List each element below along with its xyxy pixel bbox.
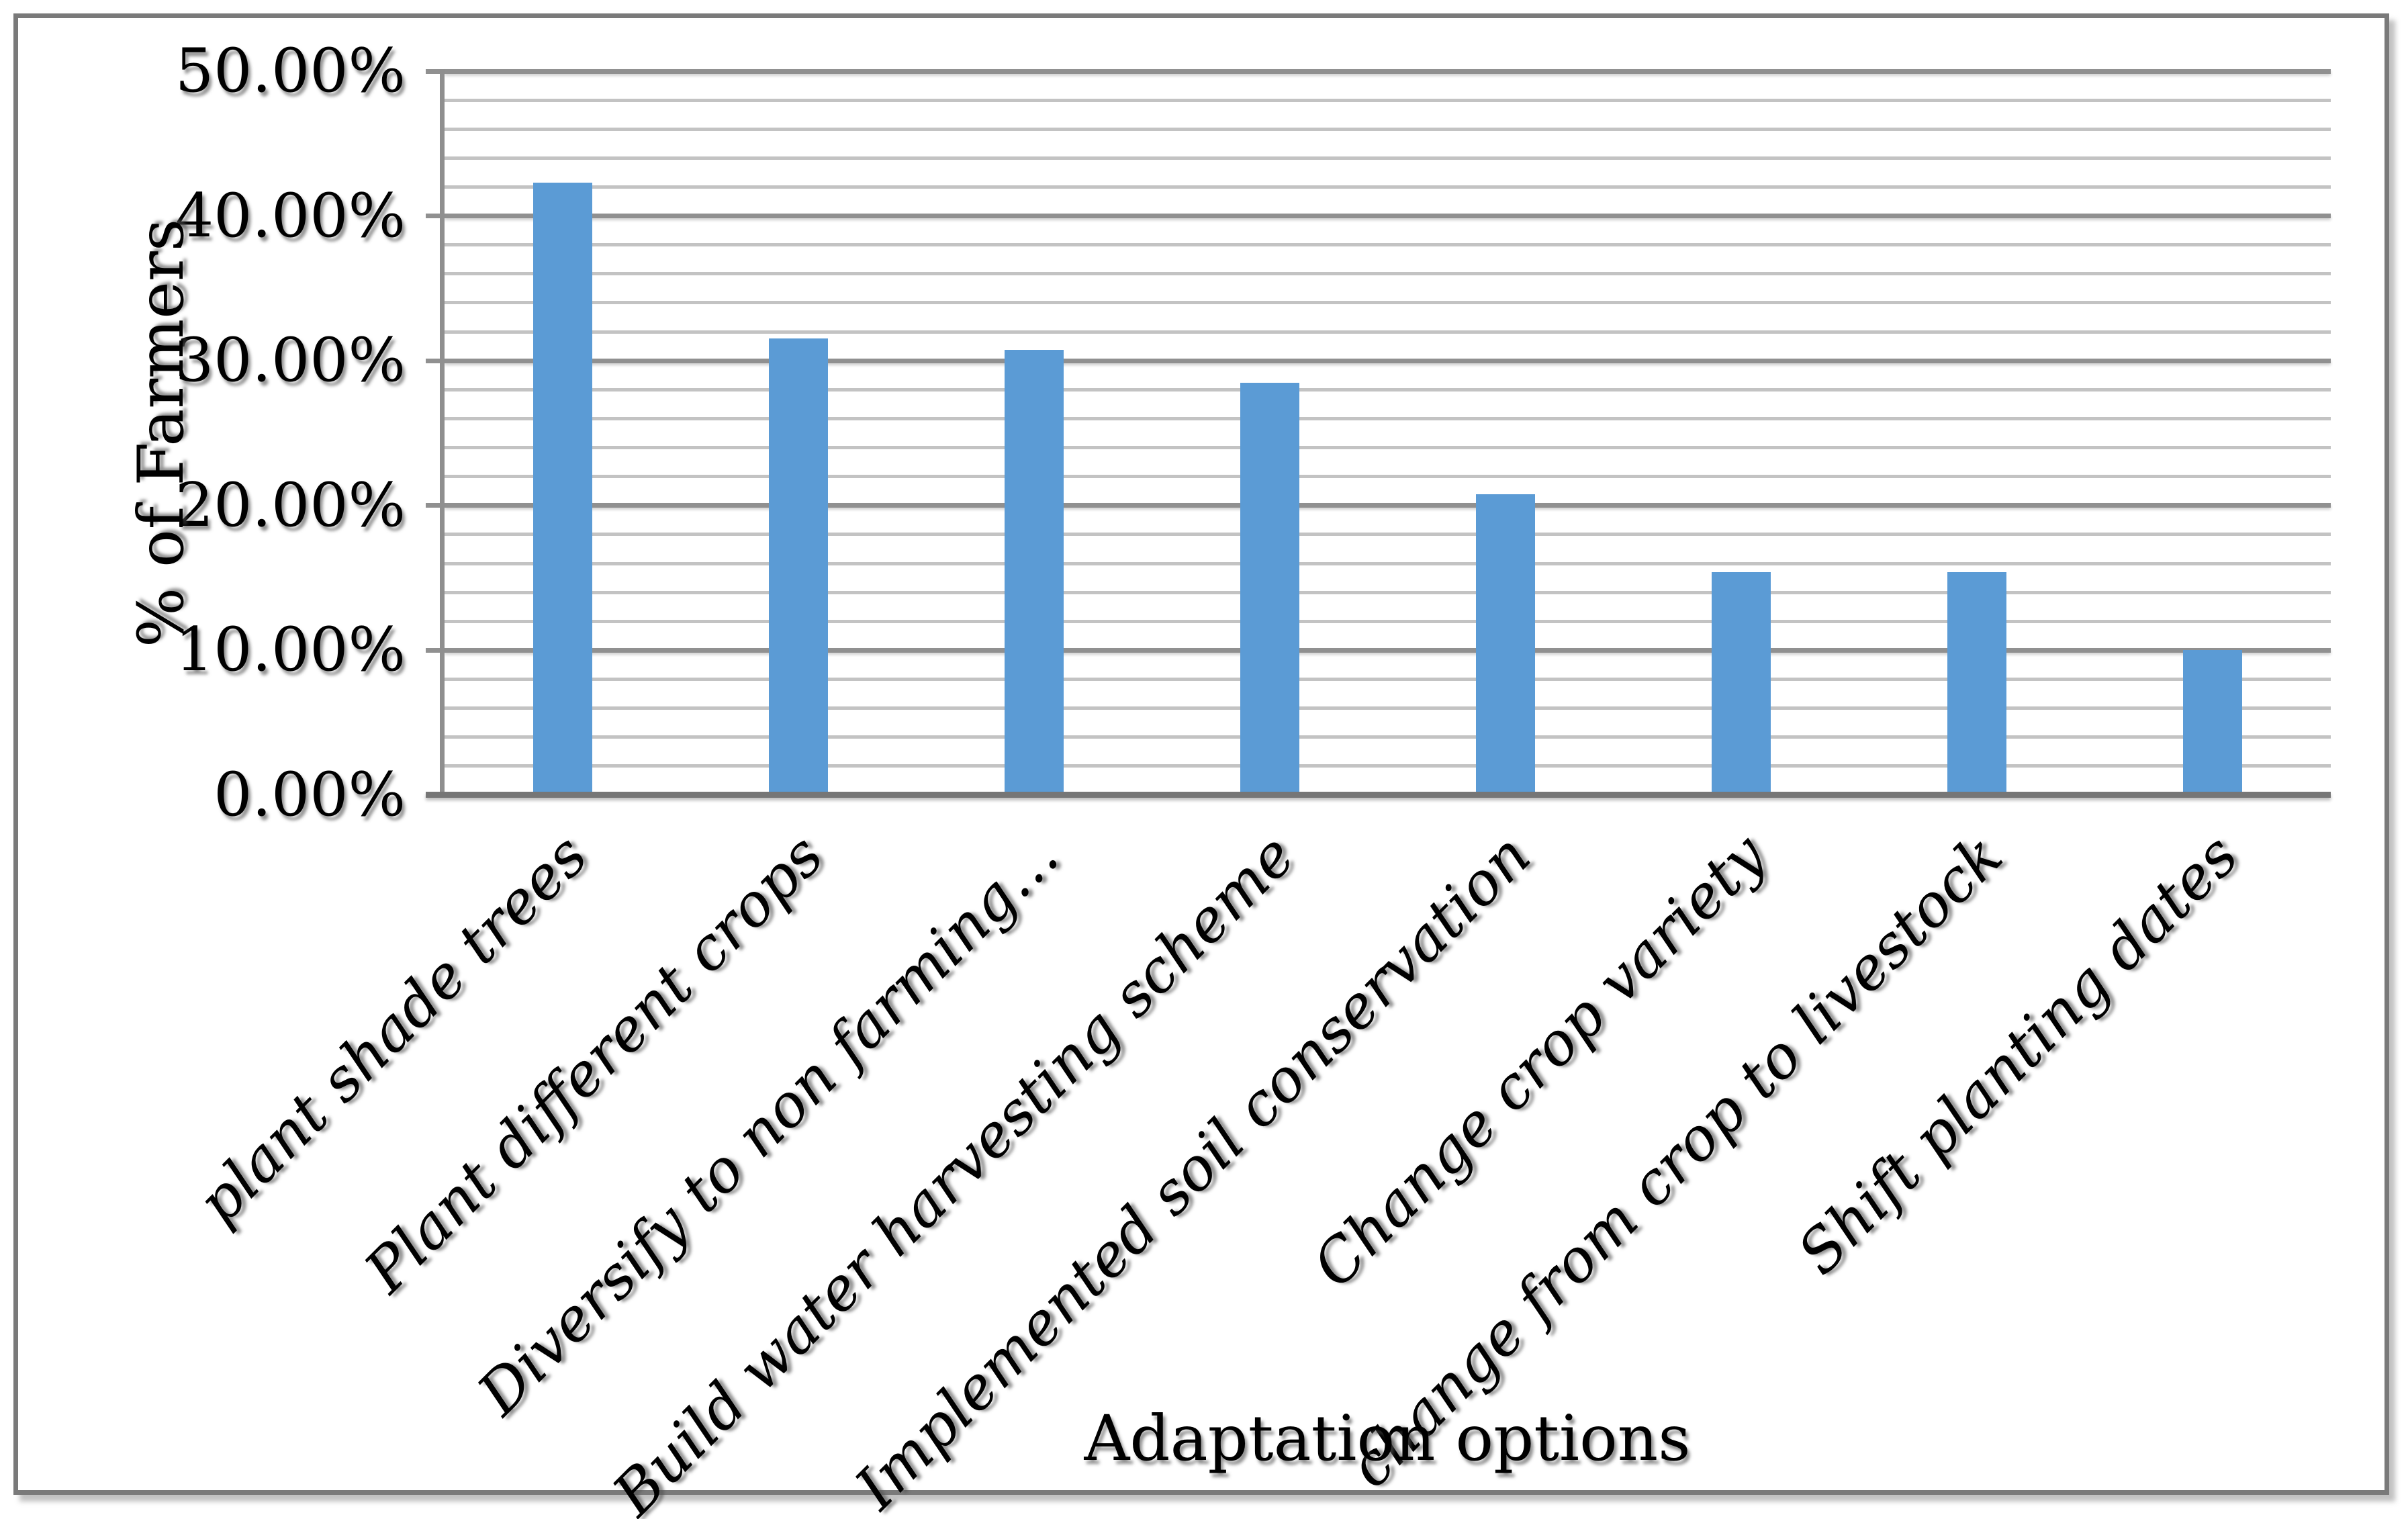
minor-gridline: [445, 706, 2331, 710]
minor-gridline: [445, 446, 2331, 450]
y-axis-tick-mark: [426, 503, 445, 508]
bar-6: [1712, 572, 1771, 795]
minor-gridline: [445, 272, 2331, 276]
minor-gridline: [445, 619, 2331, 623]
bar-8: [2183, 650, 2243, 795]
major-gridline: [445, 358, 2331, 363]
minor-gridline: [445, 533, 2331, 537]
bar-1: [532, 182, 592, 795]
minor-gridline: [445, 475, 2331, 479]
minor-gridline: [445, 301, 2331, 305]
y-axis-tick-mark: [426, 68, 445, 74]
y-tick-label: 10.00%: [175, 614, 406, 686]
y-tick-label: 0.00%: [214, 760, 406, 830]
minor-gridline: [445, 98, 2331, 102]
y-tick-label: 40.00%: [175, 180, 406, 251]
major-gridline: [445, 647, 2331, 653]
major-gridline: [445, 503, 2331, 508]
chart-border: [13, 13, 2389, 1495]
y-tick-label: 20.00%: [175, 469, 406, 541]
bar-7: [1947, 572, 2007, 795]
bar-3: [1004, 349, 1064, 795]
minor-gridline: [445, 561, 2331, 565]
y-axis-tick-mark: [426, 647, 445, 653]
y-axis-title: % of Farmers: [125, 218, 198, 648]
x-axis-baseline: [426, 792, 2331, 798]
minor-gridline: [445, 735, 2331, 739]
y-axis-tick-mark: [426, 214, 445, 219]
bar-4: [1240, 383, 1299, 795]
minor-gridline: [445, 156, 2331, 160]
y-axis-tick-mark: [426, 358, 445, 363]
minor-gridline: [445, 764, 2331, 768]
minor-gridline: [445, 416, 2331, 420]
plot-area: [426, 68, 2331, 798]
minor-gridline: [445, 678, 2331, 682]
y-tick-label: 50.00%: [175, 36, 406, 106]
y-axis-line: [440, 69, 445, 798]
minor-gridline: [445, 243, 2331, 247]
major-gridline: [445, 68, 2331, 74]
minor-gridline: [445, 127, 2331, 131]
bar-2: [768, 338, 828, 795]
x-axis-title: Adaptation options: [1084, 1402, 1691, 1475]
minor-gridline: [445, 185, 2331, 189]
minor-gridline: [445, 330, 2331, 334]
bar-5: [1476, 494, 1536, 795]
major-gridline: [445, 214, 2331, 219]
y-tick-label: 30.00%: [175, 325, 406, 396]
minor-gridline: [445, 387, 2331, 392]
minor-gridline: [445, 590, 2331, 594]
